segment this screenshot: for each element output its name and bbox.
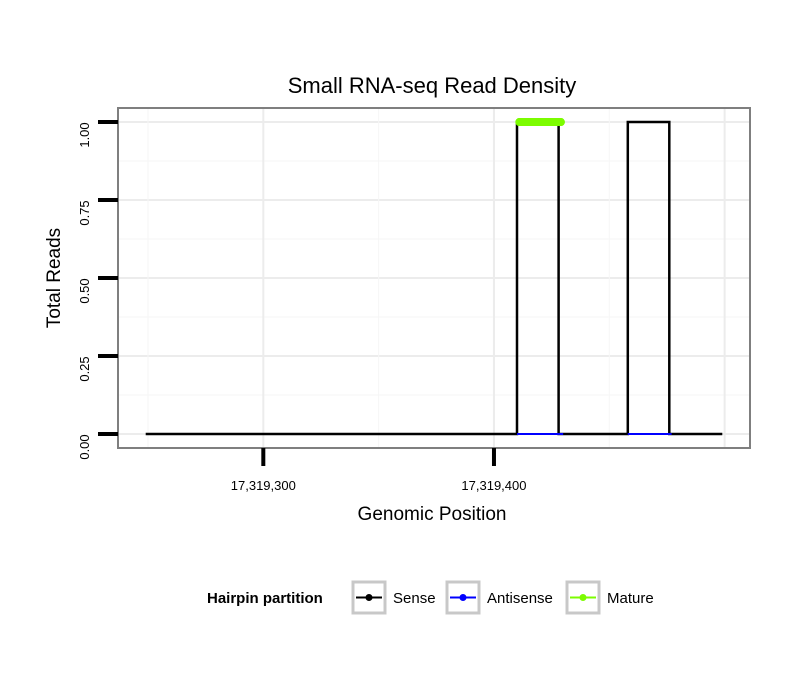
y-axis: 0.00 0.25 0.50 0.75 1.00 bbox=[77, 120, 118, 460]
series-sense bbox=[145, 120, 723, 436]
legend-label: Sense bbox=[393, 590, 436, 607]
x-axis: 17,319,300 17,319,400 bbox=[231, 448, 527, 493]
y-axis-title: Total Reads bbox=[44, 228, 65, 328]
series-layer bbox=[145, 118, 723, 436]
series-line-sense bbox=[145, 120, 723, 436]
legend-item-mature: Mature bbox=[565, 580, 654, 615]
x-tick-label: 17,319,300 bbox=[231, 478, 296, 493]
y-tick-label: 0.50 bbox=[77, 278, 92, 303]
legend-key-point bbox=[365, 594, 373, 601]
legend-label: Mature bbox=[607, 590, 654, 607]
x-axis-title: Genomic Position bbox=[358, 504, 507, 525]
chart-title: Small RNA-seq Read Density bbox=[288, 73, 577, 98]
legend-key-point bbox=[459, 594, 467, 601]
legend-items: Sense Antisense Mature bbox=[351, 580, 654, 615]
series-point-mature bbox=[556, 118, 565, 127]
gridlines bbox=[118, 108, 750, 448]
legend-title: Hairpin partition bbox=[207, 590, 323, 607]
legend-label: Antisense bbox=[487, 590, 553, 607]
legend-item-sense: Sense bbox=[351, 580, 436, 615]
legend: Hairpin partition Sense Antisense Mature bbox=[207, 580, 654, 615]
legend-key-point bbox=[579, 594, 587, 601]
y-tick-label: 1.00 bbox=[77, 122, 92, 147]
series-mature bbox=[515, 118, 565, 127]
plot-panel bbox=[117, 107, 751, 449]
legend-item-antisense: Antisense bbox=[445, 580, 553, 615]
y-tick-label: 0.00 bbox=[77, 434, 92, 459]
y-tick-label: 0.25 bbox=[77, 356, 92, 381]
y-tick-label: 0.75 bbox=[77, 200, 92, 225]
x-tick-label: 17,319,400 bbox=[461, 478, 526, 493]
